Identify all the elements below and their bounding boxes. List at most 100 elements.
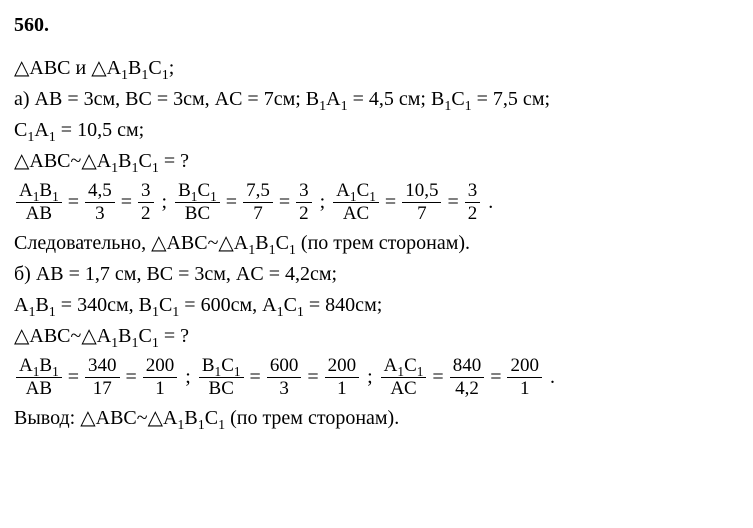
text: A bbox=[336, 180, 350, 201]
text: C bbox=[139, 325, 152, 347]
text: C bbox=[14, 119, 27, 141]
sub: 1 bbox=[152, 336, 159, 351]
part-a-line2: C1A1 = 10,5 см; bbox=[14, 115, 753, 146]
separator: ; bbox=[320, 187, 326, 218]
sub: 1 bbox=[350, 189, 357, 204]
text: б) bbox=[14, 263, 31, 285]
part-b-line2: A1B1 = 340см, B1C1 = 600см, A1C1 = 840см… bbox=[14, 290, 753, 321]
text: C bbox=[357, 180, 370, 201]
text: C bbox=[276, 232, 289, 254]
sub: 1 bbox=[132, 336, 139, 351]
sub: 1 bbox=[198, 418, 205, 433]
text: 1 bbox=[143, 378, 178, 399]
text: 200 bbox=[143, 356, 178, 378]
text: = 4,5 см; B bbox=[348, 88, 445, 110]
text: 200 bbox=[325, 356, 360, 378]
text: BC bbox=[175, 203, 220, 224]
text: B bbox=[202, 355, 215, 376]
sub: 1 bbox=[417, 364, 424, 379]
equals: = bbox=[385, 187, 396, 218]
text: 3 bbox=[85, 203, 115, 224]
fraction: 2001 bbox=[143, 356, 178, 399]
equals: = bbox=[68, 187, 79, 218]
text: 1 bbox=[507, 378, 542, 399]
equals: = bbox=[432, 362, 443, 393]
sub: 1 bbox=[341, 99, 348, 114]
text: а) bbox=[14, 88, 30, 110]
text: (по трем сторонам). bbox=[225, 407, 399, 429]
text: A bbox=[19, 355, 33, 376]
period: . bbox=[550, 362, 555, 393]
text: 2 bbox=[138, 203, 154, 224]
equals: = bbox=[490, 362, 501, 393]
fraction: 32 bbox=[138, 181, 154, 224]
period: . bbox=[488, 187, 493, 218]
sub: 1 bbox=[49, 305, 56, 320]
text: B bbox=[118, 150, 131, 172]
text: 3 bbox=[465, 181, 481, 203]
text: B bbox=[39, 355, 52, 376]
equals: = bbox=[68, 362, 79, 393]
fraction: A1B1 AB bbox=[16, 181, 62, 224]
sub: 1 bbox=[52, 364, 59, 379]
separator: ; bbox=[367, 362, 373, 393]
text: 600 bbox=[267, 356, 302, 378]
given-line: △ABC и △A1B1C1; bbox=[14, 53, 753, 84]
text: △ABC~△A bbox=[14, 325, 111, 347]
text: △ABC~△A bbox=[14, 150, 111, 172]
text: 1 bbox=[325, 378, 360, 399]
part-b-line1: б) AB = 1,7 см, BC = 3см, AC = 4,2см; bbox=[14, 259, 753, 290]
text: = 10,5 см; bbox=[56, 119, 144, 141]
text: C bbox=[148, 57, 161, 79]
text: 7 bbox=[243, 203, 273, 224]
fraction: 10,57 bbox=[402, 181, 441, 224]
part-b-question: △ABC~△A1B1C1 = ? bbox=[14, 321, 753, 352]
problem-number: 560. bbox=[14, 10, 753, 41]
text: 3 bbox=[267, 378, 302, 399]
separator: ; bbox=[185, 362, 191, 393]
text: A bbox=[14, 294, 28, 316]
equals: = bbox=[226, 187, 237, 218]
sub: 1 bbox=[162, 68, 169, 83]
sub: 1 bbox=[132, 161, 139, 176]
text: 3 bbox=[138, 181, 154, 203]
text: 4,5 bbox=[85, 181, 115, 203]
sub: 1 bbox=[152, 305, 159, 320]
text: 7,5 bbox=[243, 181, 273, 203]
sub: 1 bbox=[49, 130, 56, 145]
equals: = bbox=[250, 362, 261, 393]
part-a-question: △ABC~△A1B1C1 = ? bbox=[14, 146, 753, 177]
text: B bbox=[255, 232, 268, 254]
text: C bbox=[197, 180, 210, 201]
sub: 1 bbox=[369, 189, 376, 204]
text: A bbox=[326, 88, 340, 110]
text: 2 bbox=[296, 203, 312, 224]
fraction: 6003 bbox=[267, 356, 302, 399]
fraction: B1C1 BC bbox=[175, 181, 220, 224]
text: (по трем сторонам). bbox=[296, 232, 470, 254]
sub: 1 bbox=[52, 189, 59, 204]
text: Следовательно, △ABC~△A bbox=[14, 232, 248, 254]
fraction: 34017 bbox=[85, 356, 120, 399]
text: AC bbox=[381, 378, 427, 399]
text: AB bbox=[16, 203, 62, 224]
text: C bbox=[284, 294, 297, 316]
text: B bbox=[184, 407, 197, 429]
text: 2 bbox=[465, 203, 481, 224]
text: AB = 1,7 см, BC = 3см, AC = 4,2см; bbox=[36, 263, 337, 285]
text: = ? bbox=[159, 150, 189, 172]
text: 200 bbox=[507, 356, 542, 378]
separator: ; bbox=[162, 187, 168, 218]
fraction: 7,57 bbox=[243, 181, 273, 224]
fraction: B1C1 BC bbox=[199, 356, 244, 399]
fraction: A1C1 AC bbox=[333, 181, 379, 224]
text: AB bbox=[16, 378, 62, 399]
equals: = bbox=[126, 362, 137, 393]
text: C bbox=[139, 150, 152, 172]
text: A bbox=[34, 119, 48, 141]
part-a-conclusion: Следовательно, △ABC~△A1B1C1 (по трем сто… bbox=[14, 228, 753, 259]
text: B bbox=[118, 325, 131, 347]
sub: 1 bbox=[121, 68, 128, 83]
text: C bbox=[205, 407, 218, 429]
text: AC bbox=[333, 203, 379, 224]
